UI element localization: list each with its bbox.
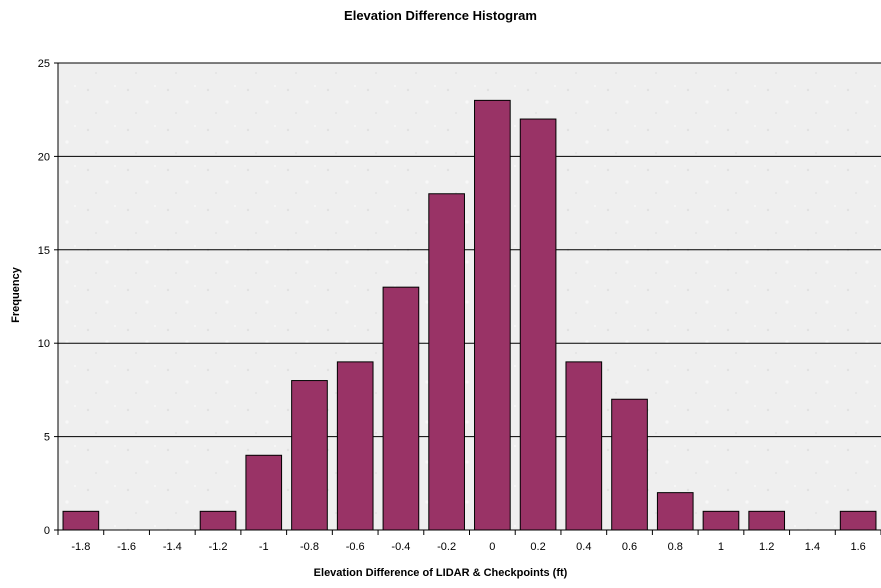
- x-tick-label: 1: [718, 541, 724, 553]
- plot-area: [58, 63, 881, 530]
- x-tick-label: 1.4: [805, 541, 820, 553]
- bar: [839, 510, 877, 531]
- bar: [291, 380, 328, 531]
- x-tick-label: 0: [489, 541, 495, 553]
- y-tick-label: 0: [44, 525, 50, 537]
- bar: [62, 510, 100, 531]
- bar: [611, 398, 648, 531]
- y-tick-label: 15: [38, 245, 50, 257]
- x-tick-label: -1.2: [209, 541, 228, 553]
- x-tick-label: -0.6: [346, 541, 365, 553]
- y-tick-label: 10: [38, 338, 50, 350]
- x-tick-label: 0.4: [576, 541, 591, 553]
- x-tick-label: -1.8: [71, 541, 90, 553]
- bar: [519, 118, 557, 531]
- bar: [428, 193, 465, 531]
- bar: [702, 510, 740, 531]
- x-tick-label: 0.6: [622, 541, 637, 553]
- bar: [656, 492, 694, 531]
- bar: [382, 286, 420, 531]
- x-tick-label: -1.4: [163, 541, 182, 553]
- x-tick-label: 1.2: [759, 541, 774, 553]
- x-tick-label: -0.2: [437, 541, 456, 553]
- y-axis-label: Frequency: [10, 267, 22, 323]
- bar: [474, 99, 511, 531]
- bar: [565, 361, 603, 531]
- bar: [245, 454, 283, 531]
- y-tick-label: 25: [38, 58, 50, 70]
- bar: [748, 510, 786, 531]
- bar: [336, 361, 374, 531]
- x-tick-label: 0.2: [530, 541, 545, 553]
- x-tick-label: 0.8: [668, 541, 683, 553]
- x-tick-label: 1.6: [850, 541, 865, 553]
- y-tick-label: 5: [44, 432, 50, 444]
- chart-title: Elevation Difference Histogram: [344, 8, 537, 23]
- x-tick-label: -1: [259, 541, 269, 553]
- x-tick-label: -0.8: [300, 541, 319, 553]
- x-tick-label: -1.6: [117, 541, 136, 553]
- x-tick-label: -0.4: [391, 541, 410, 553]
- x-axis-label: Elevation Difference of LIDAR & Checkpoi…: [313, 567, 568, 579]
- bar: [199, 510, 237, 531]
- y-tick-label: 20: [38, 151, 50, 163]
